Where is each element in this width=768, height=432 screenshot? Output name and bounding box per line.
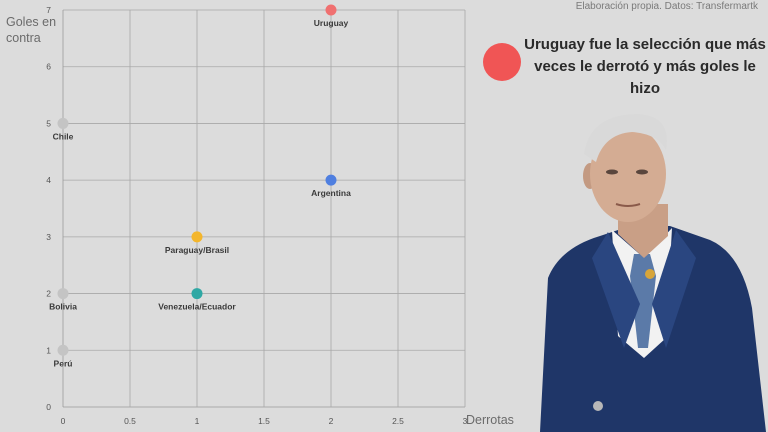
y-axis-ticks: 0 1 2 3 4 5 6 7 bbox=[46, 5, 51, 412]
data-point bbox=[191, 288, 203, 300]
data-point bbox=[325, 4, 337, 16]
y-axis-label: Goles en contra bbox=[6, 15, 57, 45]
y-tick-label: 7 bbox=[46, 5, 51, 15]
x-tick-label: 1.5 bbox=[258, 416, 270, 426]
data-point-label: Venezuela/Ecuador bbox=[158, 302, 236, 312]
data-point bbox=[57, 117, 69, 129]
x-axis-label: Derrotas bbox=[466, 413, 514, 427]
callout-text: Uruguay fue la selección que más veces l… bbox=[524, 36, 766, 97]
x-tick-label: 0.5 bbox=[124, 416, 136, 426]
y-tick-label: 0 bbox=[46, 402, 51, 412]
x-tick-label: 3 bbox=[463, 416, 468, 426]
y-tick-label: 3 bbox=[46, 232, 51, 242]
x-tick-label: 2.5 bbox=[392, 416, 404, 426]
y-tick-label: 1 bbox=[46, 345, 51, 355]
data-point-label: Uruguay bbox=[314, 18, 349, 28]
x-tick-label: 2 bbox=[329, 416, 334, 426]
data-point bbox=[57, 288, 69, 300]
y-tick-label: 4 bbox=[46, 175, 51, 185]
x-tick-label: 1 bbox=[195, 416, 200, 426]
data-point bbox=[57, 344, 69, 356]
data-point-label: Perú bbox=[54, 358, 73, 368]
data-point-label: Chile bbox=[53, 131, 74, 141]
x-tick-label: 0 bbox=[61, 416, 66, 426]
data-point bbox=[191, 231, 203, 243]
chart-grid bbox=[62, 9, 466, 408]
y-tick-label: 6 bbox=[46, 62, 51, 72]
data-point-label: Argentina bbox=[311, 188, 351, 198]
coach-photo bbox=[540, 114, 766, 432]
y-tick-label: 5 bbox=[46, 118, 51, 128]
data-point-label: Bolivia bbox=[49, 302, 77, 312]
source-note: Elaboración propia. Datos: Transfermartk bbox=[575, 1, 758, 12]
x-axis-ticks: 0 0.5 1 1.5 2 2.5 3 bbox=[61, 416, 468, 426]
chart-points: Uruguay Argentina Paraguay/Brasil Venezuela… bbox=[49, 4, 351, 368]
callout-dot bbox=[483, 43, 521, 81]
data-point-label: Paraguay/Brasil bbox=[165, 245, 229, 255]
y-tick-label: 2 bbox=[46, 289, 51, 299]
data-point bbox=[325, 174, 337, 186]
